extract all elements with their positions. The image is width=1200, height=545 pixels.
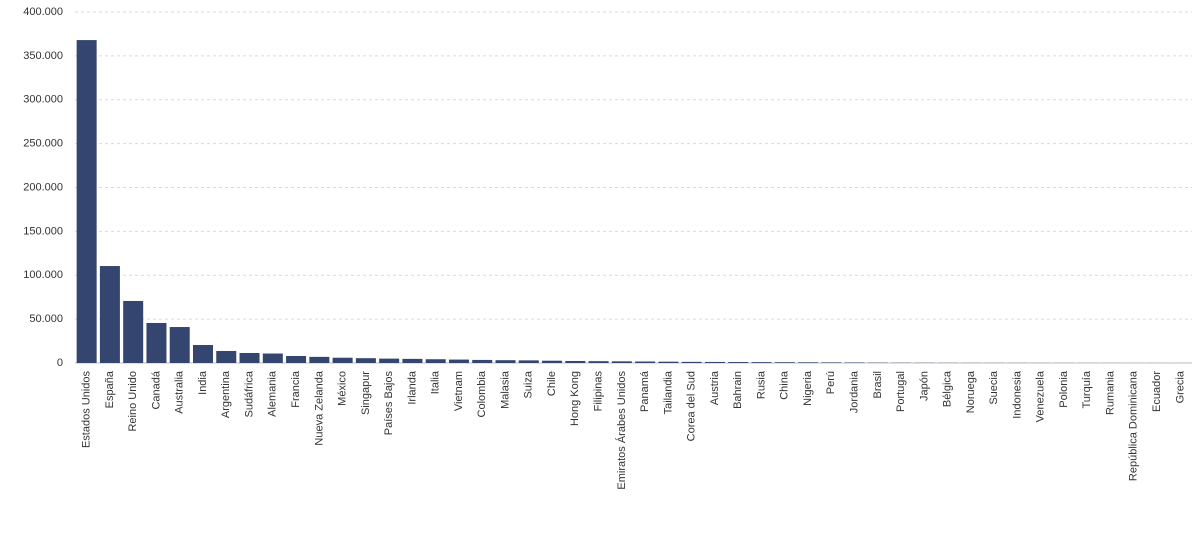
bar <box>216 350 237 363</box>
x-tick-label: Austria <box>709 370 721 405</box>
bar <box>379 358 400 363</box>
bar <box>658 361 679 363</box>
x-tick-label: Vietnam <box>453 371 465 411</box>
x-tick-label: Portugal <box>895 371 907 412</box>
bar <box>286 355 307 363</box>
x-tick-label: Singapur <box>360 371 372 415</box>
bar <box>425 359 446 363</box>
x-tick-label: México <box>337 371 349 406</box>
x-tick-label: Irlanda <box>406 370 418 405</box>
x-tick-label: Brasil <box>872 371 884 399</box>
bar <box>681 361 702 363</box>
x-tick-label: Estados Unidos <box>81 371 93 449</box>
y-tick-label: 200.000 <box>23 181 63 193</box>
bar <box>355 358 376 363</box>
bar <box>169 327 190 363</box>
bar <box>76 40 97 364</box>
x-tick-label: Malasia <box>499 370 511 409</box>
y-tick-label: 350.000 <box>23 50 63 62</box>
x-tick-label: Alemania <box>267 370 279 417</box>
bar <box>774 362 795 363</box>
bar <box>448 359 469 363</box>
x-tick-label: Argentina <box>220 370 232 418</box>
x-tick-label: Grecia <box>1174 370 1186 403</box>
bar <box>821 362 842 363</box>
x-tick-label: Sudáfrica <box>243 370 255 417</box>
x-tick-label: Panamá <box>639 370 651 412</box>
x-tick-label: Hong Kong <box>569 371 581 426</box>
x-tick-label: Suecia <box>988 370 1000 405</box>
bar <box>635 361 656 363</box>
bar <box>332 357 353 363</box>
x-tick-label: Colombia <box>476 370 488 417</box>
x-tick-label: Jordania <box>848 370 860 413</box>
x-tick-label: Italia <box>430 370 442 394</box>
x-tick-label: Emiratos Árabes Unidos <box>615 371 628 490</box>
bar <box>99 266 120 363</box>
x-tick-label: Polonia <box>1058 370 1070 408</box>
x-tick-label: Filipinas <box>593 371 605 412</box>
bar <box>146 322 167 363</box>
x-tick-label: Bélgica <box>942 370 954 407</box>
x-tick-label: Turquía <box>1081 370 1093 408</box>
x-tick-label: Canadá <box>150 370 162 409</box>
x-tick-label: China <box>779 370 791 400</box>
x-tick-label: Nigeria <box>802 370 814 406</box>
bar <box>611 361 632 363</box>
x-tick-label: Ecuador <box>1151 371 1163 412</box>
bar <box>542 360 563 363</box>
bar <box>565 360 586 363</box>
y-tick-label: 300.000 <box>23 94 63 106</box>
x-tick-label: Venezuela <box>1035 370 1047 422</box>
x-tick-label: Indonesia <box>1011 370 1023 419</box>
x-tick-label: Chile <box>546 371 558 396</box>
bar <box>262 353 283 363</box>
y-tick-label: 100.000 <box>23 269 63 281</box>
bar <box>588 361 609 363</box>
x-tick-label: Reino Unido <box>127 371 139 432</box>
x-tick-label: Perú <box>825 371 837 394</box>
x-tick-label: Bahrain <box>732 371 744 409</box>
bar <box>309 356 330 363</box>
x-tick-label: República Dominicana <box>1128 370 1140 481</box>
x-tick-label: Australia <box>174 370 186 414</box>
bar <box>239 352 260 363</box>
y-tick-label: 50.000 <box>29 313 63 325</box>
bar <box>798 362 819 363</box>
x-tick-label: Japón <box>918 371 930 401</box>
bar <box>704 361 725 363</box>
x-tick-label: España <box>104 370 116 408</box>
x-tick-label: Países Bajos <box>383 371 395 436</box>
bar <box>751 362 772 363</box>
x-tick-label: Francia <box>290 370 302 408</box>
x-tick-label: Rumania <box>1104 370 1116 415</box>
bar <box>495 360 516 363</box>
x-tick-label: Noruega <box>965 370 977 413</box>
x-tick-label: Nueva Zelanda <box>313 370 325 445</box>
bar <box>844 362 865 363</box>
y-tick-label: 250.000 <box>23 138 63 150</box>
x-tick-label: Corea del Sud <box>686 371 698 441</box>
bar <box>518 360 539 363</box>
x-tick-label: Rusia <box>755 370 767 399</box>
y-tick-label: 400.000 <box>23 6 63 18</box>
bar <box>192 345 213 363</box>
bar <box>402 358 423 363</box>
bar <box>728 362 749 363</box>
y-tick-label: 0 <box>57 357 63 369</box>
bar <box>123 300 144 363</box>
x-tick-label: Suiza <box>523 370 535 398</box>
x-tick-label: India <box>197 370 209 395</box>
x-tick-label: Tailandia <box>662 370 674 414</box>
bar <box>472 359 493 363</box>
y-tick-label: 150.000 <box>23 225 63 237</box>
